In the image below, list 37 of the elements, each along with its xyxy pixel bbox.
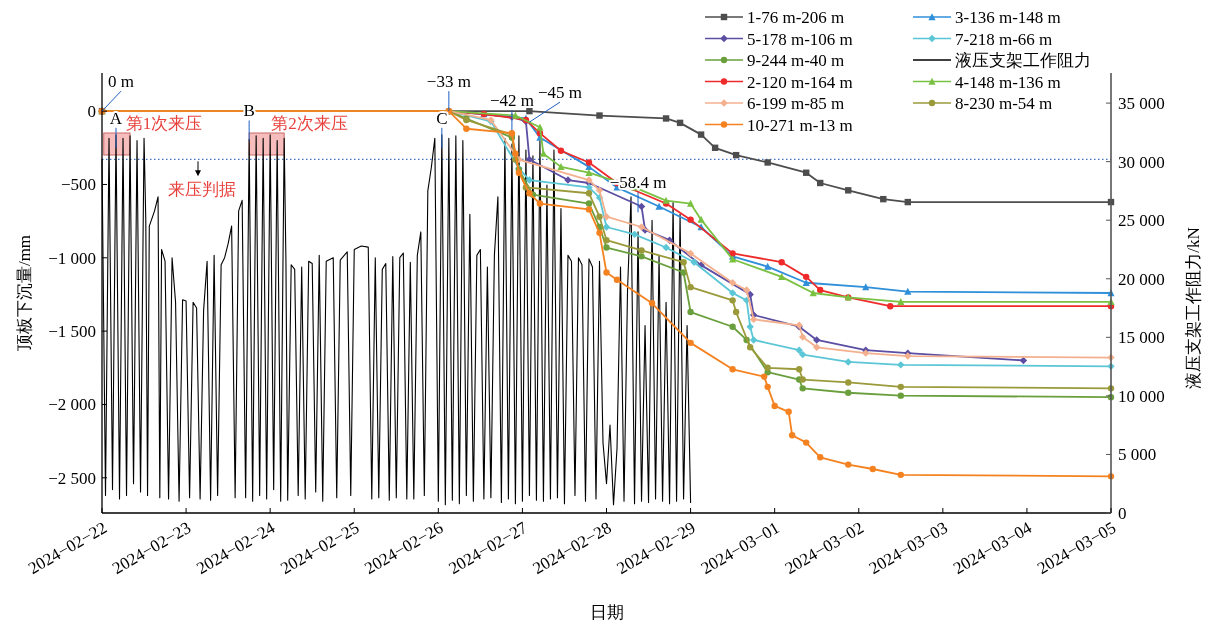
legend-label: 4-148 m-136 m [955, 72, 1061, 92]
y2-tick-label: 20 000 [1118, 269, 1165, 289]
y-tick-label: −2 500 [48, 468, 96, 488]
legend-label: 液压支架工作阻力 [955, 51, 1091, 70]
y2-tick-label: 30 000 [1118, 152, 1165, 172]
ref-line-label: 来压判据 [168, 180, 236, 200]
annotation: −42 m [489, 91, 534, 111]
y2-tick-label: 35 000 [1118, 94, 1165, 114]
legend-label: 7-218 m-66 m [955, 29, 1053, 49]
y-tick-label: −1 000 [48, 248, 96, 268]
y2-axis-title: 液压支架工作阻力/kN [1184, 227, 1203, 389]
band-label: 第1次来压 [125, 114, 203, 133]
y-tick-label: −1 500 [48, 322, 96, 342]
y-tick-label: −2 000 [48, 395, 96, 415]
y2-tick-label: 5 000 [1118, 445, 1157, 465]
legend-label: 8-230 m-54 m [955, 94, 1053, 113]
legend-label: 6-199 m-85 m [747, 94, 845, 113]
legend-label: 2-120 m-164 m [747, 72, 853, 92]
legend-label: 3-136 m-148 m [955, 8, 1061, 27]
band-label: 第2次来压 [271, 114, 348, 133]
annotation: −45 m [537, 83, 582, 103]
y-tick-label: 0 [87, 102, 96, 122]
x-axis-title: 日期 [589, 603, 624, 622]
y2-tick-label: 10 000 [1118, 386, 1165, 406]
annotation: A [109, 108, 123, 128]
legend-label: 9-244 m-40 m [747, 51, 845, 70]
legend-label: 1-76 m-206 m [747, 8, 845, 27]
y-tick-label: −500 [60, 175, 96, 195]
y2-tick-label: 25 000 [1118, 211, 1165, 231]
annotation: C [436, 108, 448, 128]
legend-label: 5-178 m-106 m [747, 29, 853, 49]
y-axis-title: 顶板下沉量/mm [15, 234, 34, 352]
y2-tick-label: 0 [1118, 504, 1127, 523]
y2-tick-label: 15 000 [1118, 328, 1165, 348]
annotation: −33 m [426, 72, 471, 92]
legend-label: 10-271 m-13 m [747, 115, 853, 135]
annotation: 0 m [108, 72, 134, 92]
